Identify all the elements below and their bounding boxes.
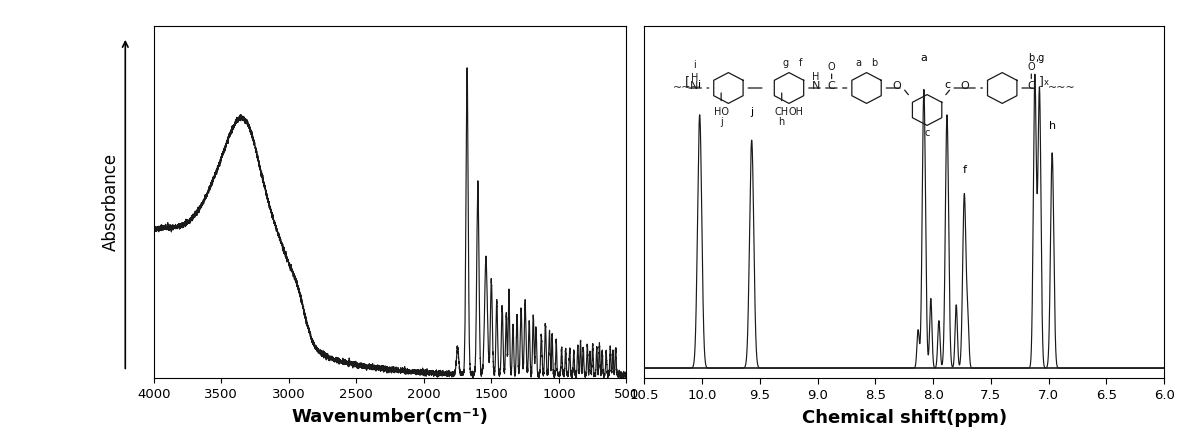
Text: b: b [871,58,877,68]
Text: a: a [921,52,928,62]
Text: O: O [1027,62,1035,72]
Text: i: i [693,60,696,70]
X-axis label: Wavenumber(cm⁻¹): Wavenumber(cm⁻¹) [292,408,488,426]
Text: N: N [690,81,699,91]
Text: h: h [779,117,785,128]
Text: HO: HO [714,107,728,117]
Text: C: C [1027,81,1035,91]
Text: ,g: ,g [1034,52,1044,62]
Text: ]: ] [1039,75,1044,88]
Text: O: O [960,81,969,91]
Text: H: H [812,72,819,82]
Text: Absorbance: Absorbance [102,153,121,252]
X-axis label: Chemical shift(ppm): Chemical shift(ppm) [801,409,1007,427]
Text: C: C [827,81,836,91]
Text: j: j [720,117,722,128]
Text: O: O [827,62,836,72]
Text: h: h [1048,121,1056,131]
Text: N: N [812,81,820,91]
Text: ~~~: ~~~ [673,83,701,93]
Text: g: g [782,58,788,68]
Text: ~~~: ~~~ [1048,83,1076,93]
Text: c: c [924,128,930,139]
Text: O: O [892,81,902,91]
Text: i: i [699,80,701,90]
Text: c: c [944,80,950,90]
Text: f: f [962,165,967,176]
Text: [: [ [684,75,690,88]
Text: x: x [1044,78,1048,87]
Text: j: j [751,107,753,117]
Text: OH: OH [788,107,804,117]
Text: H: H [690,73,699,83]
Text: CH: CH [774,107,788,117]
Text: a: a [856,58,862,68]
Text: b: b [1028,52,1034,62]
Text: f: f [799,58,803,68]
